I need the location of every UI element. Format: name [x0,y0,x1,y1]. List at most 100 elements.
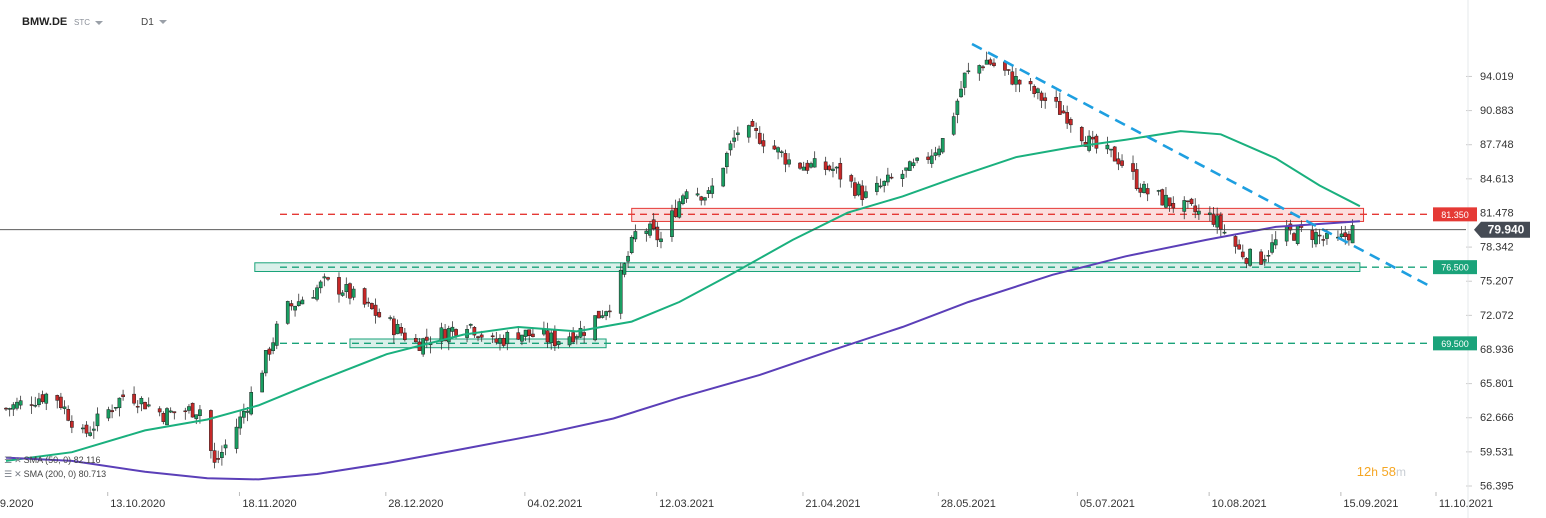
candle [1120,160,1124,166]
candle [553,330,557,347]
candle [212,450,217,463]
candle [644,230,649,234]
x-tick-label: 11.10.2021 [1439,498,1493,510]
candle [395,324,400,335]
y-tick-label: 59.531 [1480,446,1514,458]
candle [161,413,166,422]
candle [1339,233,1344,237]
legend-sma200-label: SMA (200, 0) 80.713 [23,469,107,479]
candle [567,336,572,346]
candle [1028,81,1033,85]
candle [216,458,221,460]
chevron-down-icon [95,20,103,25]
candle [1343,232,1348,237]
candle [1295,225,1300,244]
candle [783,153,788,165]
candle [1079,127,1084,142]
candle [1273,239,1278,246]
candle [728,143,733,151]
y-tick-label: 84.613 [1480,173,1514,185]
x-tick-label: 15.09.2021 [1343,498,1398,510]
y-tick-label: 94.019 [1480,71,1514,83]
candle [1068,119,1073,126]
candle [1193,205,1198,213]
candle [220,451,224,458]
candle [578,327,583,338]
candle [556,341,561,345]
y-tick-label: 81.478 [1480,207,1514,219]
candle [1262,259,1267,262]
candle [443,329,447,342]
candle [516,332,521,340]
level-badge [1433,207,1477,222]
candle [1186,200,1190,203]
x-tick-label: 07.09.2020 [0,498,34,510]
x-tick-label: 28.05.2021 [941,498,996,510]
candle [812,158,817,168]
candle [531,333,535,337]
candle [1218,215,1223,230]
candle [984,59,989,65]
y-tick-label: 90.883 [1480,105,1514,117]
candle [421,338,425,355]
candle [1065,112,1070,124]
candle [545,330,550,343]
candle [296,301,301,307]
candle [725,152,729,168]
close-icon[interactable]: ✕ [14,455,22,465]
instrument-type-selector[interactable]: STC [74,18,103,27]
candle [523,329,528,337]
candle [626,255,630,262]
candle [479,334,484,338]
candle [673,208,678,218]
indicator-settings-icon[interactable]: ☰ [4,455,13,465]
candle [1006,69,1011,71]
candle [1090,136,1095,140]
legend-sma50[interactable]: ☰ ✕ SMA (50, 0) 82.116 [4,455,101,466]
candle [1266,254,1271,257]
candle [132,393,136,404]
candle [549,332,554,344]
candle [121,394,125,397]
candle [450,326,455,332]
candle [55,395,60,401]
candle [582,332,586,336]
candle [746,125,751,138]
candle [1032,86,1037,94]
countdown-hours-unit: h [1371,465,1378,479]
candle [501,338,506,346]
symbol-label[interactable]: BMW.DE [22,16,68,28]
level-label: 81.350 [1441,210,1469,220]
candle [527,329,532,336]
candle [1054,96,1059,102]
candle [106,409,111,419]
timeframe-selector[interactable]: D1 [141,17,167,28]
candle [1259,251,1263,265]
candle [831,168,835,171]
candle [1347,233,1351,241]
indicator-settings-icon[interactable]: ☰ [4,469,13,479]
candle [596,310,601,319]
candle [1284,225,1289,242]
legend-sma200[interactable]: ☰ ✕ SMA (200, 0) 80.713 [4,469,106,480]
candle [754,128,758,131]
candle [293,305,297,311]
candle [834,166,839,169]
candle [933,152,938,156]
candle [1017,79,1022,85]
candle [721,167,726,187]
candle [260,372,264,393]
candle [1156,190,1161,192]
candle [798,162,802,169]
candle [209,410,213,451]
candle [904,167,909,171]
candle [732,137,737,142]
candle [706,190,711,194]
candle [1270,242,1274,253]
candle [1189,198,1194,205]
candle [37,398,41,406]
candle [886,174,890,183]
close-icon[interactable]: ✕ [14,469,22,479]
candle [659,238,663,242]
